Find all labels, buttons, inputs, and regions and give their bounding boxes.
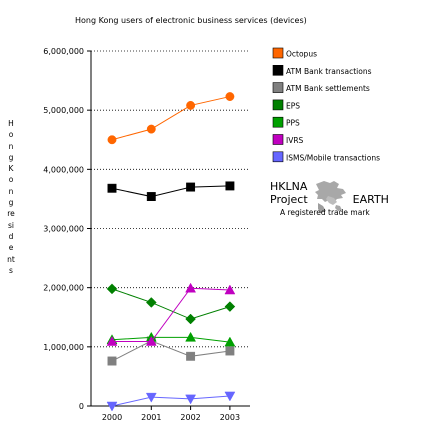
data-point xyxy=(107,356,117,366)
series-line xyxy=(111,185,230,198)
data-point xyxy=(186,182,196,192)
data-point xyxy=(106,283,118,295)
brand-block: HKLNA Project EARTH A registered trade m… xyxy=(270,180,420,217)
data-point xyxy=(224,284,236,295)
series-group xyxy=(106,92,236,412)
legend-swatch xyxy=(272,134,284,145)
legend-item: ATM Bank settlements xyxy=(272,82,370,93)
data-point xyxy=(225,92,235,102)
data-point xyxy=(145,392,157,403)
legend-item: ISMS/Mobile transactions xyxy=(272,151,380,163)
y-tick-label: 2,000,000 xyxy=(43,284,84,293)
brand-project: Project xyxy=(270,193,308,206)
series-atm-bank-settlements xyxy=(107,336,235,366)
legend-item: ATM Bank transactions xyxy=(272,65,372,76)
legend-swatch xyxy=(272,82,284,93)
y-tick-label: 1,000,000 xyxy=(43,343,84,352)
x-tick-label: 2002 xyxy=(180,413,200,422)
legend-label: EPS xyxy=(286,101,300,110)
legend-swatch xyxy=(272,151,284,163)
legend-label: PPS xyxy=(286,119,300,128)
data-point xyxy=(145,297,157,308)
series-line xyxy=(111,336,230,343)
data-point xyxy=(224,391,236,402)
series-line xyxy=(111,96,231,141)
legend-label: ATM Bank settlements xyxy=(286,84,370,93)
x-tick-label: 2000 xyxy=(102,413,122,422)
data-point xyxy=(106,335,118,346)
data-point xyxy=(225,346,235,356)
legend-swatch xyxy=(272,65,284,76)
y-axis-label: Hong Kong residents xyxy=(7,119,15,275)
data-point xyxy=(186,351,196,361)
brand-line1: HKLNA xyxy=(270,180,308,193)
data-point xyxy=(224,336,236,347)
series-eps xyxy=(106,283,236,325)
series-line xyxy=(111,340,230,362)
legend-item: Octopus xyxy=(272,47,317,59)
data-point xyxy=(106,401,118,412)
data-point xyxy=(185,313,196,325)
y-axis-ticks: 0 1,000,000 2,000,000 3,000,000 4,000,000 5,0… xyxy=(43,47,91,411)
legend-item: EPS xyxy=(272,99,300,111)
y-tick-label: 6,000,000 xyxy=(43,47,84,56)
series-line xyxy=(112,287,230,343)
data-point xyxy=(185,282,197,293)
legend-label: ISMS/Mobile transactions xyxy=(286,153,380,162)
legend-swatch xyxy=(272,99,284,111)
y-tick-label: 3,000,000 xyxy=(43,225,84,234)
series-atm-bank-transactions xyxy=(107,181,235,202)
data-point xyxy=(224,301,236,312)
series-line xyxy=(111,395,230,407)
x-tick-label: 2001 xyxy=(141,413,161,422)
y-tick-label: 4,000,000 xyxy=(43,165,84,174)
series-octopus xyxy=(107,92,235,145)
brand-earth: EARTH xyxy=(352,193,389,206)
legend-label: IVRS xyxy=(286,136,304,145)
data-point xyxy=(146,192,156,202)
hong-kong-map-icon xyxy=(315,181,346,213)
grid-lines xyxy=(91,50,250,348)
data-point xyxy=(107,183,117,193)
legend-label: Octopus xyxy=(286,50,317,59)
legend-item: PPS xyxy=(272,116,300,128)
brand-line2: Project EARTH xyxy=(270,193,420,206)
series-pps xyxy=(106,331,236,347)
data-point xyxy=(185,394,197,405)
y-tick-label: 0 xyxy=(79,402,84,411)
data-point xyxy=(145,335,157,346)
y-tick-label: 5,000,000 xyxy=(43,106,84,115)
data-point xyxy=(225,181,235,191)
legend-swatch xyxy=(272,47,284,59)
chart-title: Hong Kong users of electronic business s… xyxy=(75,16,307,25)
legend-swatch xyxy=(272,116,284,128)
data-point xyxy=(185,331,197,342)
data-point xyxy=(186,100,196,110)
legend-item: IVRS xyxy=(272,134,304,145)
brand-trademark: A registered trade mark xyxy=(280,208,370,217)
data-point xyxy=(146,124,156,134)
x-tick-label: 2003 xyxy=(220,413,240,422)
series-line xyxy=(111,288,231,320)
x-axis-ticks: 2000 2001 2002 2003 xyxy=(102,406,240,422)
series-isms-mobile-transactions xyxy=(106,391,236,412)
data-point xyxy=(107,135,117,145)
legend-label: ATM Bank transactions xyxy=(286,67,372,76)
legend: Octopus ATM Bank transactions ATM Bank set… xyxy=(272,47,380,163)
series-ivrs xyxy=(106,282,236,346)
